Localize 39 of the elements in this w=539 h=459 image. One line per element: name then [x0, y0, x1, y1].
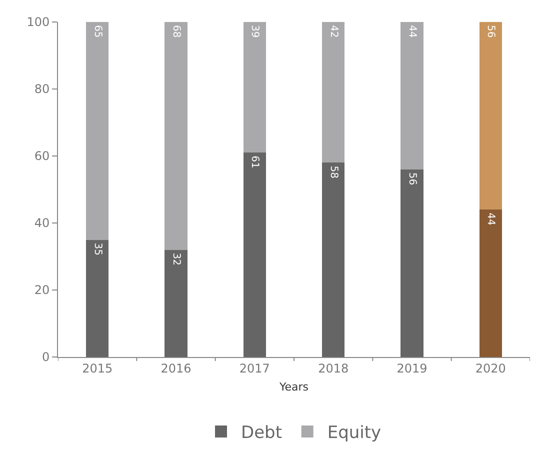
data-label: 61	[249, 156, 260, 168]
bar	[164, 22, 188, 250]
bar	[479, 22, 502, 210]
data-label: 56	[485, 25, 496, 38]
legend-label: Debt	[241, 423, 282, 444]
y-tick-label: 100	[26, 15, 50, 30]
x-tick-label: 2015	[82, 361, 113, 376]
x-tick-label: 2018	[318, 361, 349, 376]
bar	[322, 22, 345, 163]
data-label: 44	[406, 25, 418, 38]
bar	[479, 210, 502, 357]
y-tick-label: 80	[34, 82, 50, 96]
bar	[164, 250, 188, 357]
data-label: 35	[92, 242, 103, 256]
bar	[86, 240, 109, 357]
bar	[243, 152, 266, 357]
data-label: 42	[328, 25, 339, 38]
data-label: 65	[92, 25, 103, 38]
bar	[322, 162, 345, 357]
x-tick-label: 2019	[396, 361, 428, 376]
data-label: 58	[328, 166, 339, 178]
data-label: 32	[170, 252, 182, 266]
x-axis-title: Years	[278, 380, 309, 394]
x-tick-label: 2020	[475, 361, 506, 376]
data-label: 56	[406, 172, 418, 186]
bar	[243, 22, 266, 153]
legend-label: Equity	[327, 423, 382, 444]
x-tick-label: 2017	[239, 361, 270, 376]
bar	[400, 169, 424, 357]
bar	[400, 22, 424, 170]
y-tick-label: 0	[42, 350, 50, 364]
data-label: 39	[249, 25, 260, 38]
data-label: 44	[485, 212, 496, 226]
data-label: 68	[170, 25, 182, 38]
y-tick-label: 20	[34, 283, 50, 298]
y-tick-label: 60	[34, 149, 50, 164]
x-tick-label: 2016	[160, 361, 192, 376]
bar	[86, 22, 109, 240]
y-tick-label: 40	[34, 216, 50, 230]
